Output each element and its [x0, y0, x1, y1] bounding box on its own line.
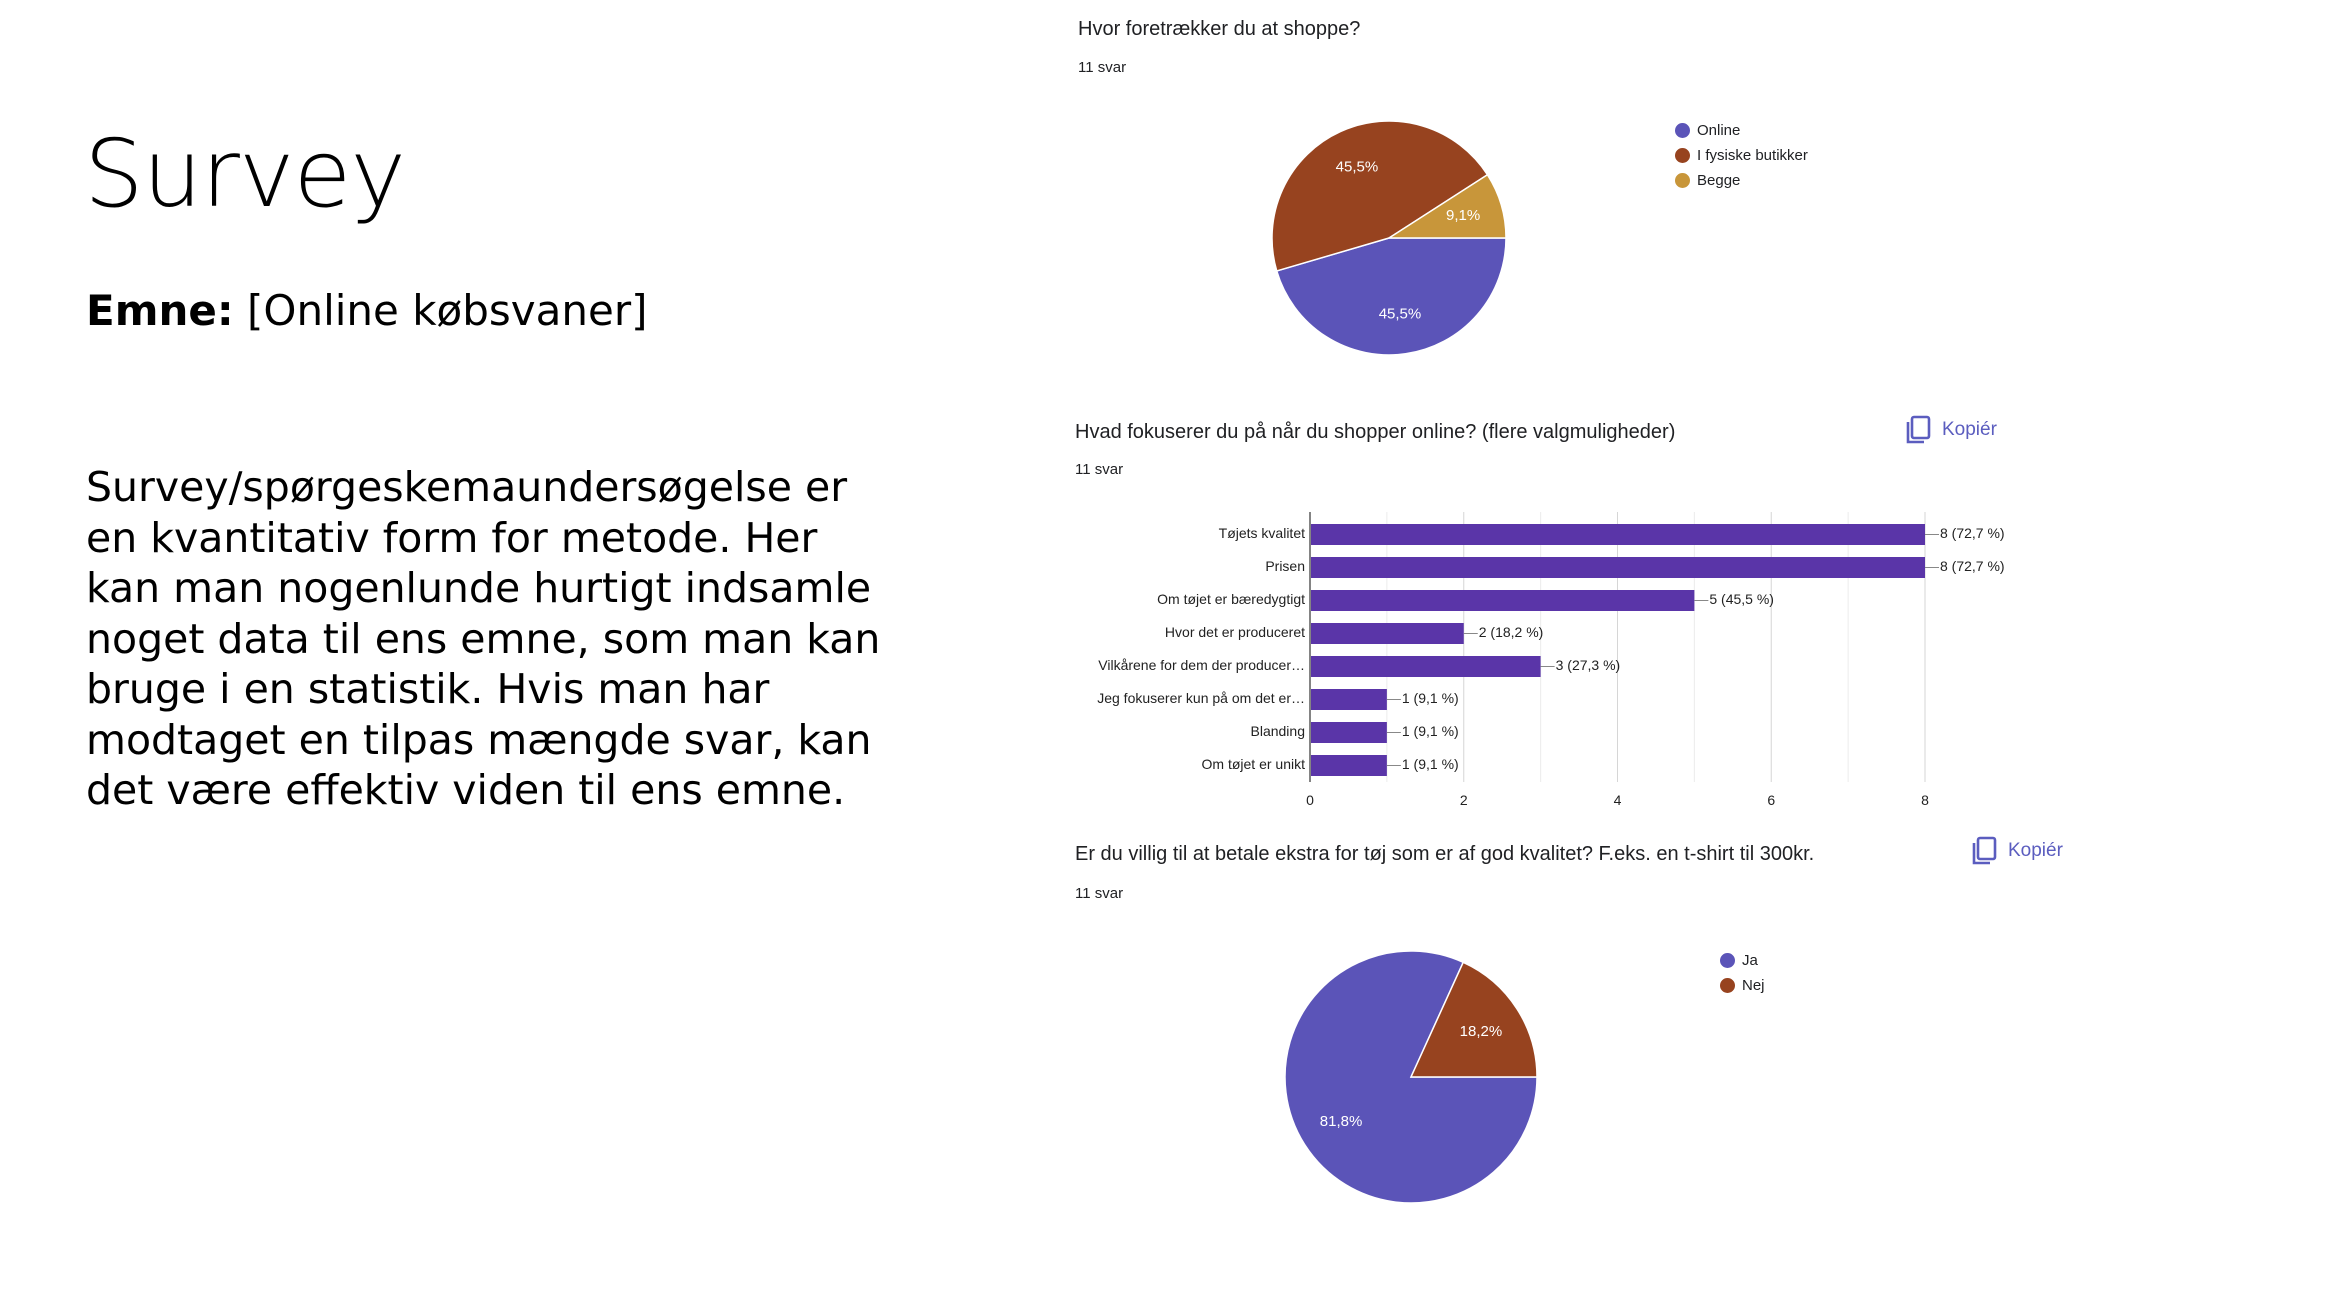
legend-shopping-preference: Online I fysiske butikker Begge	[1675, 118, 1808, 193]
x-tick-label: 8	[1921, 792, 1929, 808]
bar-blanding	[1311, 722, 1387, 743]
pie-chart-shopping-preference: 45,5% 45,5% 9,1%	[1271, 120, 1507, 356]
legend-swatch	[1675, 148, 1690, 163]
x-tick-label: 2	[1460, 792, 1468, 808]
bar-prisen	[1311, 557, 1925, 578]
pie-slice-nej	[1409, 961, 1538, 1078]
bar-vilk-rene-for-dem-der-producer	[1311, 656, 1541, 677]
pie-slice-label: 45,5%	[1336, 159, 1379, 176]
category-label: Blanding	[1251, 723, 1306, 739]
bar-value-label: 5 (45,5 %)	[1709, 591, 1774, 607]
pie-chart-pay-extra: 81,8% 18,2%	[1284, 950, 1538, 1204]
bar-value-label: 3 (27,3 %)	[1556, 657, 1621, 673]
bar-chart-online-focus: Tøjets kvalitet 8 (72,7 %) Prisen 8 (72,7 %…	[1097, 512, 2005, 808]
bar-value-label: 8 (72,7 %)	[1940, 558, 2005, 574]
legend-item-online: Online	[1675, 118, 1808, 143]
pie-slice-ja	[1284, 950, 1538, 1204]
legend-label: Online	[1697, 122, 1741, 139]
bar-value-label: 1 (9,1 %)	[1402, 756, 1459, 772]
topic-line: Emne: [Online købsvaner]	[86, 286, 647, 336]
legend-item-begge: Begge	[1675, 168, 1808, 193]
x-tick-label: 6	[1767, 792, 1775, 808]
bar-om-t-jet-er-b-redygtigt	[1311, 590, 1695, 611]
category-label: Om tøjet er unikt	[1202, 756, 1306, 772]
question-3-count: 11 svar	[1075, 885, 1124, 902]
category-label: Prisen	[1265, 558, 1305, 574]
pie-slice-i-fysiske-butikker	[1271, 120, 1489, 272]
copy-icon	[1972, 836, 1997, 865]
legend-pay-extra: Ja Nej	[1720, 948, 1765, 998]
x-tick-label: 0	[1306, 792, 1314, 808]
question-2-count: 11 svar	[1075, 461, 1124, 478]
bar-value-label: 1 (9,1 %)	[1402, 723, 1459, 739]
legend-swatch	[1675, 173, 1690, 188]
slide-title: Survey	[84, 120, 406, 229]
copy-label: Kopiér	[2008, 840, 2063, 861]
legend-item-nej: Nej	[1720, 973, 1765, 998]
category-label: Vilkårene for dem der producer…	[1098, 657, 1305, 673]
copy-button-question-3[interactable]: Kopiér	[1970, 836, 2063, 866]
bar-value-label: 2 (18,2 %)	[1479, 624, 1544, 640]
category-label: Om tøjet er bæredygtigt	[1157, 591, 1305, 607]
legend-item-ja: Ja	[1720, 948, 1765, 973]
copy-button-question-2[interactable]: Kopiér	[1904, 415, 1997, 445]
category-label: Tøjets kvalitet	[1219, 525, 1305, 541]
topic-label: Emne:	[86, 286, 234, 335]
question-3-title: Er du villig til at betale ekstra for tø…	[1075, 843, 1815, 865]
copy-label: Kopiér	[1942, 419, 1997, 440]
question-1-title: Hvor foretrækker du at shoppe?	[1078, 18, 1361, 40]
question-1-count: 11 svar	[1078, 59, 1127, 76]
legend-item-i-fysiske-butikker: I fysiske butikker	[1675, 143, 1808, 168]
bar-jeg-fokuserer-kun-p-om-det-er	[1311, 689, 1387, 710]
pie-slice-label: 9,1%	[1446, 207, 1480, 224]
pie-slice-online	[1275, 237, 1507, 356]
bar-t-jets-kvalitet	[1311, 524, 1925, 545]
legend-label: Nej	[1742, 977, 1765, 994]
pie-slice-label: 45,5%	[1379, 305, 1422, 322]
bar-om-t-jet-er-unikt	[1311, 755, 1387, 776]
topic-value: [Online købsvaner]	[247, 286, 648, 335]
legend-swatch	[1675, 123, 1690, 138]
bar-value-label: 8 (72,7 %)	[1940, 525, 2005, 541]
question-2-title: Hvad fokuserer du på når du shopper onli…	[1075, 421, 1676, 443]
x-tick-label: 4	[1614, 792, 1622, 808]
pie-slice-label: 81,8%	[1320, 1113, 1363, 1130]
pie-slice-label: 18,2%	[1460, 1023, 1503, 1040]
copy-icon	[1906, 415, 1931, 444]
legend-swatch	[1720, 953, 1735, 968]
body-text: Survey/spørgeskemaundersøgelse er en kva…	[86, 463, 881, 814]
bar-value-label: 1 (9,1 %)	[1402, 690, 1459, 706]
category-label: Jeg fokuserer kun på om det er…	[1097, 690, 1305, 706]
category-label: Hvor det er produceret	[1165, 624, 1305, 640]
bar-hvor-det-er-produceret	[1311, 623, 1464, 644]
legend-label: Begge	[1697, 172, 1741, 189]
legend-label: I fysiske butikker	[1697, 147, 1808, 164]
legend-label: Ja	[1742, 952, 1758, 969]
legend-swatch	[1720, 978, 1735, 993]
pie-slice-begge	[1386, 173, 1507, 239]
